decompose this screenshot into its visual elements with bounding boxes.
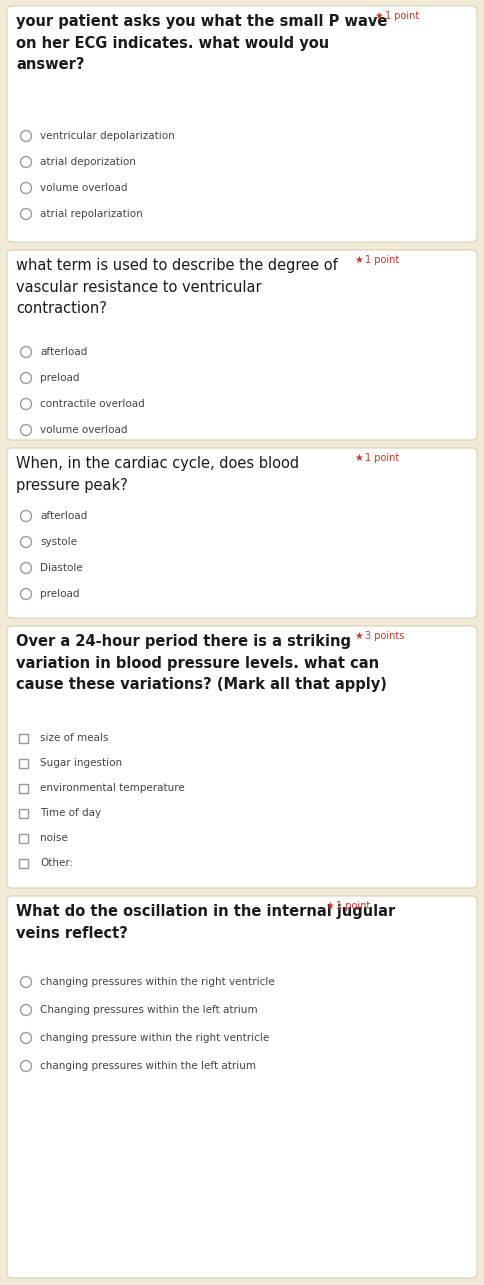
Text: Time of day: Time of day	[40, 808, 101, 819]
Text: afterload: afterload	[40, 511, 87, 520]
Text: atrial deporization: atrial deporization	[40, 157, 136, 167]
Text: Changing pressures within the left atrium: Changing pressures within the left atriu…	[40, 1005, 257, 1015]
FancyBboxPatch shape	[7, 251, 477, 439]
Text: changing pressures within the right ventricle: changing pressures within the right vent…	[40, 977, 275, 987]
Text: ★: ★	[326, 901, 338, 911]
Text: 3 points: 3 points	[365, 631, 404, 641]
Text: When, in the cardiac cycle, does blood
pressure peak?: When, in the cardiac cycle, does blood p…	[16, 456, 299, 492]
Text: Other:: Other:	[40, 858, 73, 867]
Text: size of meals: size of meals	[40, 732, 108, 743]
FancyBboxPatch shape	[7, 626, 477, 888]
Bar	[19, 858, 28, 867]
Text: changing pressures within the left atrium: changing pressures within the left atriu…	[40, 1061, 256, 1070]
Text: ventricular depolarization: ventricular depolarization	[40, 131, 175, 141]
Bar	[19, 784, 28, 793]
Text: ★: ★	[355, 254, 367, 265]
Text: what term is used to describe the degree of
vascular resistance to ventricular
c: what term is used to describe the degree…	[16, 258, 338, 316]
Bar	[19, 808, 28, 817]
Text: changing pressure within the right ventricle: changing pressure within the right ventr…	[40, 1033, 269, 1043]
Text: volume overload: volume overload	[40, 182, 127, 193]
Text: systole: systole	[40, 537, 77, 547]
Text: 1 point: 1 point	[365, 254, 399, 265]
Text: Over a 24-hour period there is a striking
variation in blood pressure levels. wh: Over a 24-hour period there is a strikin…	[16, 634, 387, 693]
Text: contractile overload: contractile overload	[40, 400, 145, 409]
Text: ★: ★	[355, 631, 367, 641]
Text: Diastole: Diastole	[40, 563, 83, 573]
Text: 1 point: 1 point	[336, 901, 370, 911]
Text: ★: ★	[355, 454, 367, 463]
FancyBboxPatch shape	[7, 896, 477, 1279]
Text: What do the oscillation in the internal jugular
veins reflect?: What do the oscillation in the internal …	[16, 905, 395, 941]
Text: preload: preload	[40, 589, 79, 599]
Text: environmental temperature: environmental temperature	[40, 783, 185, 793]
Text: afterload: afterload	[40, 347, 87, 357]
Bar	[19, 758, 28, 767]
Text: atrial repolarization: atrial repolarization	[40, 209, 143, 218]
Text: noise: noise	[40, 833, 68, 843]
Text: 1 point: 1 point	[385, 12, 419, 21]
Text: preload: preload	[40, 373, 79, 383]
Text: 1 point: 1 point	[365, 454, 399, 463]
Bar	[19, 734, 28, 743]
Text: Sugar ingestion: Sugar ingestion	[40, 758, 122, 768]
FancyBboxPatch shape	[7, 448, 477, 618]
Text: ★: ★	[375, 12, 387, 21]
Text: your patient asks you what the small P wave
on her ECG indicates. what would you: your patient asks you what the small P w…	[16, 14, 387, 72]
Text: volume overload: volume overload	[40, 425, 127, 436]
Bar	[19, 834, 28, 843]
FancyBboxPatch shape	[7, 6, 477, 242]
